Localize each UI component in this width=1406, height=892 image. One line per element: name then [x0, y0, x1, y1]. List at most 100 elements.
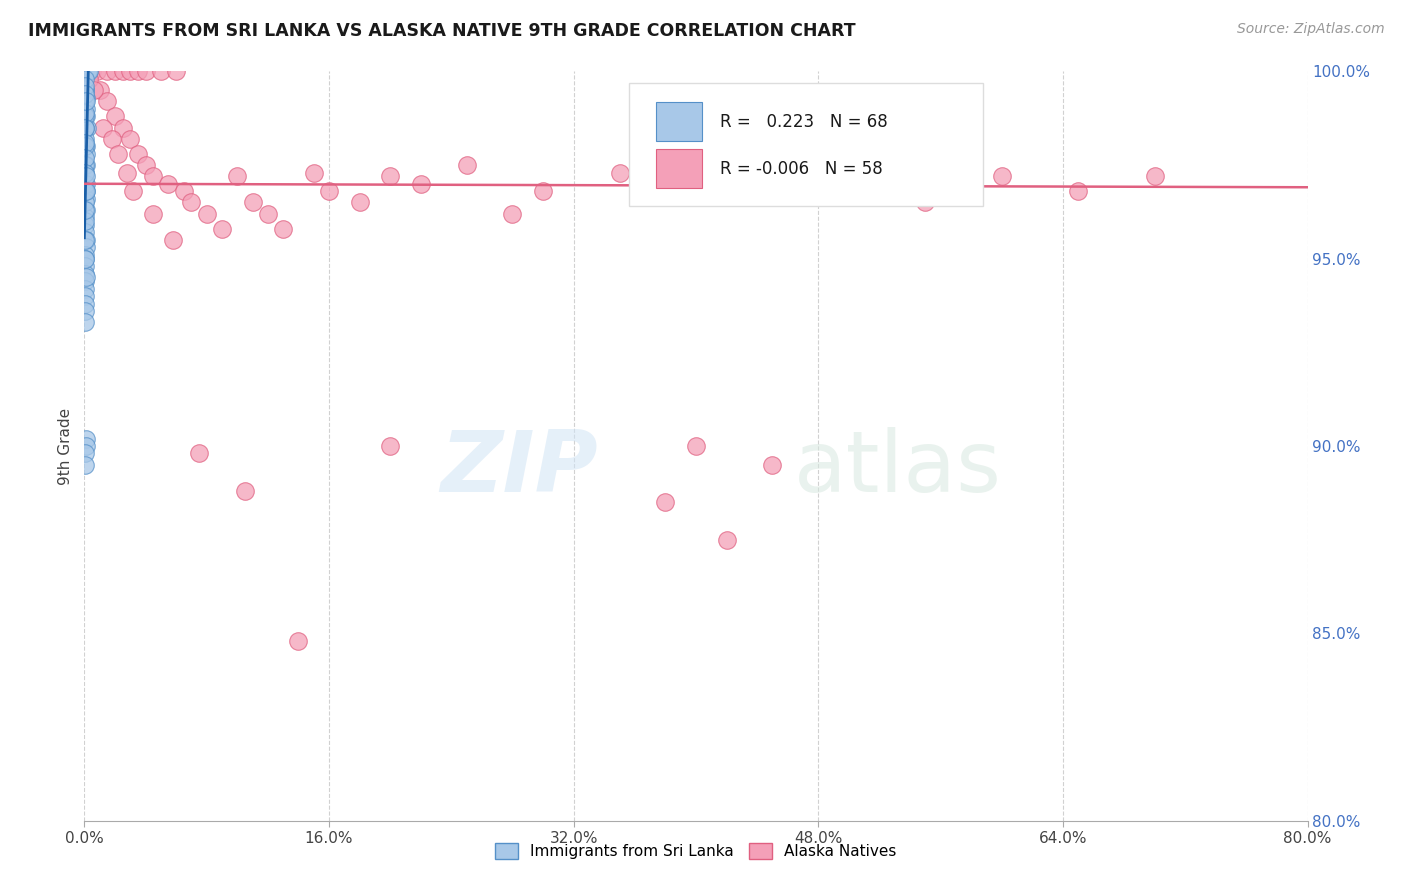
Point — [211, 221, 233, 235]
Point — [75, 184, 97, 198]
Point — [75, 64, 97, 78]
Point — [75, 64, 97, 78]
Legend: Immigrants from Sri Lanka, Alaska Natives: Immigrants from Sri Lanka, Alaska Native… — [489, 838, 903, 865]
Point — [75, 79, 97, 94]
Point — [104, 64, 127, 78]
Point — [349, 195, 371, 210]
Point — [838, 169, 860, 184]
Point — [75, 146, 97, 161]
Point — [120, 64, 142, 78]
Point — [75, 165, 97, 179]
Point — [226, 169, 249, 184]
Point — [380, 169, 402, 184]
Text: R = -0.006   N = 58: R = -0.006 N = 58 — [720, 160, 883, 178]
Point — [76, 120, 98, 135]
Point — [75, 274, 97, 288]
Point — [75, 109, 97, 123]
Point — [75, 233, 97, 247]
Point — [127, 146, 149, 161]
Point — [73, 214, 96, 228]
Point — [73, 165, 96, 179]
FancyBboxPatch shape — [628, 83, 983, 206]
Point — [75, 87, 97, 101]
Point — [73, 252, 96, 266]
Point — [75, 83, 97, 97]
Point — [73, 289, 96, 303]
Point — [75, 132, 97, 146]
Point — [75, 192, 97, 206]
Point — [75, 177, 97, 191]
Point — [609, 165, 631, 179]
Point — [77, 64, 100, 78]
Point — [75, 139, 97, 153]
Point — [75, 240, 97, 254]
FancyBboxPatch shape — [655, 149, 702, 188]
Point — [135, 158, 157, 172]
Point — [107, 146, 129, 161]
FancyBboxPatch shape — [655, 102, 702, 141]
Point — [75, 202, 97, 217]
Point — [991, 169, 1014, 184]
Y-axis label: 9th Grade: 9th Grade — [58, 408, 73, 484]
Point — [75, 304, 97, 318]
Point — [233, 483, 256, 498]
Point — [502, 207, 524, 221]
Point — [75, 233, 97, 247]
Point — [1067, 184, 1090, 198]
Point — [86, 64, 108, 78]
Point — [75, 218, 97, 232]
Point — [75, 71, 97, 86]
Point — [122, 184, 145, 198]
Text: Source: ZipAtlas.com: Source: ZipAtlas.com — [1237, 22, 1385, 37]
Point — [77, 71, 100, 86]
Point — [96, 64, 118, 78]
Point — [111, 120, 134, 135]
Point — [242, 195, 264, 210]
Point — [1143, 169, 1166, 184]
Point — [73, 458, 96, 472]
Point — [302, 165, 325, 179]
Point — [75, 169, 97, 184]
Point — [75, 296, 97, 310]
Point — [77, 64, 100, 78]
Point — [73, 109, 96, 123]
Point — [80, 64, 103, 78]
Point — [75, 158, 97, 172]
Point — [75, 226, 97, 240]
Point — [101, 132, 124, 146]
Point — [75, 136, 97, 150]
Text: atlas: atlas — [794, 427, 1002, 510]
Point — [162, 233, 184, 247]
Point — [75, 315, 97, 329]
Point — [75, 267, 97, 281]
Point — [75, 184, 97, 198]
Point — [75, 64, 97, 78]
Point — [75, 432, 97, 446]
Point — [287, 633, 309, 648]
Point — [165, 64, 187, 78]
Point — [75, 439, 97, 453]
Point — [75, 102, 97, 116]
Point — [271, 221, 294, 235]
Point — [115, 165, 138, 179]
Point — [75, 64, 97, 78]
Point — [75, 90, 97, 104]
Point — [89, 83, 111, 97]
Point — [120, 132, 142, 146]
Point — [76, 64, 98, 78]
Point — [73, 184, 96, 198]
Point — [654, 495, 676, 509]
Point — [188, 446, 211, 460]
Point — [75, 139, 97, 153]
Point — [75, 83, 97, 97]
Point — [685, 439, 707, 453]
Point — [157, 177, 180, 191]
Point — [409, 177, 432, 191]
Point — [111, 64, 134, 78]
Text: IMMIGRANTS FROM SRI LANKA VS ALASKA NATIVE 9TH GRADE CORRELATION CHART: IMMIGRANTS FROM SRI LANKA VS ALASKA NATI… — [28, 22, 856, 40]
Text: ZIP: ZIP — [440, 427, 598, 510]
Point — [75, 151, 97, 165]
Point — [142, 207, 165, 221]
Point — [73, 195, 96, 210]
Point — [73, 95, 96, 109]
